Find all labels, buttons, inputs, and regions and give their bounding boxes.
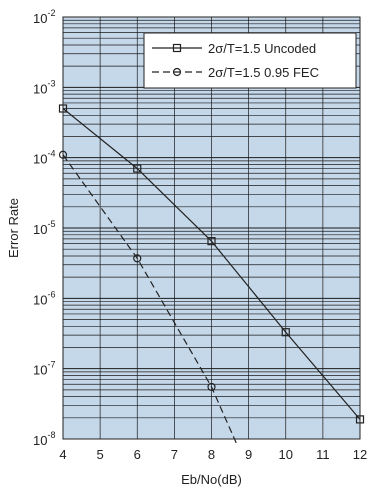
series-marker-circle bbox=[133, 254, 142, 263]
series-line-2 bbox=[62, 154, 239, 447]
y-tick-label: 10-3 bbox=[33, 78, 55, 96]
y-tick-labels: 10-2 10-3 10-4 10-5 10-6 10-7 10-8 bbox=[33, 8, 55, 448]
x-axis-label: Eb/No(dB) bbox=[181, 472, 242, 487]
x-tick-label: 7 bbox=[171, 447, 178, 462]
x-tick-label: 9 bbox=[245, 447, 252, 462]
series-marker-square bbox=[207, 237, 216, 246]
y-tick-label: 10-5 bbox=[33, 219, 55, 237]
legend: 2σ/T=1.5 Uncoded 2σ/T=1.5 0.95 FEC bbox=[143, 32, 357, 89]
legend-label-2: 2σ/T=1.5 0.95 FEC bbox=[208, 65, 319, 80]
x-tick-label: 5 bbox=[97, 447, 104, 462]
y-tick-label: 10-4 bbox=[33, 149, 55, 167]
x-tick-labels: 4 5 6 7 8 9 10 11 12 bbox=[59, 447, 367, 462]
series-2 bbox=[58, 150, 239, 447]
series-marker-square bbox=[133, 164, 142, 173]
series-marker-square bbox=[281, 328, 290, 337]
series-marker-circle bbox=[172, 67, 182, 77]
series-marker-square bbox=[172, 43, 182, 53]
series-marker-circle bbox=[207, 382, 216, 392]
y-tick-label: 10-2 bbox=[33, 8, 55, 26]
x-tick-label: 8 bbox=[208, 447, 215, 462]
x-tick-label: 11 bbox=[316, 447, 330, 462]
y-tick-label: 10-6 bbox=[33, 289, 55, 307]
series-line-1 bbox=[62, 108, 361, 420]
x-tick-label: 12 bbox=[353, 447, 367, 462]
x-tick-label: 10 bbox=[279, 447, 293, 462]
legend-label-1: 2σ/T=1.5 Uncoded bbox=[208, 41, 316, 56]
x-tick-label: 4 bbox=[59, 447, 66, 462]
plot-frame bbox=[62, 16, 361, 440]
y-axis-label: Error Rate bbox=[6, 198, 21, 258]
y-tick-label: 10-7 bbox=[33, 360, 55, 378]
x-tick-label: 6 bbox=[134, 447, 141, 462]
y-tick-label: 10-8 bbox=[33, 430, 55, 448]
legend-box bbox=[143, 32, 357, 89]
